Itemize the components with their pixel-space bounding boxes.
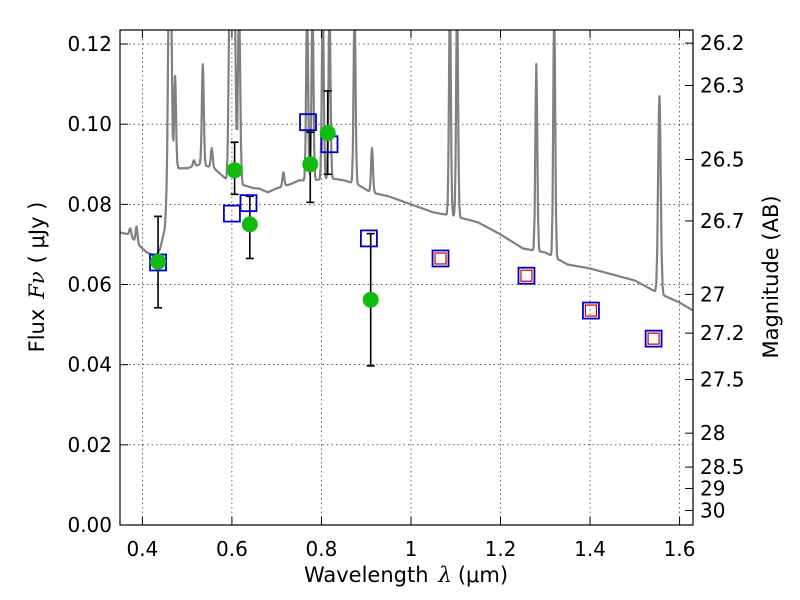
mag-tick-label: 26.3	[700, 74, 745, 98]
x-axis-title-unit: (μm)	[458, 563, 508, 587]
model-square-marker	[239, 194, 258, 213]
y-tick-label: 0.12	[67, 32, 112, 56]
mag-tick-label: 26.5	[700, 147, 745, 171]
observed-point	[302, 156, 319, 173]
y-tick-label: 0.02	[67, 433, 112, 457]
x-axis-title-text: Wavelength	[304, 563, 429, 587]
plot-frame	[119, 29, 694, 526]
nir-square-marker	[584, 304, 598, 317]
x-axis-title-symbol: λ	[438, 563, 452, 587]
axis-ticks: 0.4 0.6 0.8 1 1.2 1.4 1.6 0.00 0.02 0.04 0.06 0.08 0…	[67, 30, 745, 561]
y-tick-label: 0.06	[67, 273, 112, 297]
y-tick-label: 0.10	[67, 112, 112, 136]
x-axis-title: Wavelength λ (μm)	[304, 563, 508, 587]
model-spectrum-layer	[120, 30, 693, 312]
y2-axis-title: Magnitude (AB)	[759, 195, 783, 358]
x-tick-label: 0.8	[306, 537, 338, 561]
model-square-marker	[359, 229, 378, 248]
nir-square-marker	[520, 269, 533, 282]
x-tick-label: 1	[405, 537, 418, 561]
model-square-marker	[223, 204, 241, 223]
model-square-marker	[431, 249, 450, 268]
y-axis-title-unit: ( μJy )	[25, 202, 49, 264]
model-square-marker	[582, 301, 600, 320]
mag-tick-label: 27	[700, 282, 725, 306]
mag-tick-label: 28	[700, 421, 725, 445]
observed-point	[241, 216, 258, 233]
observed-point	[226, 162, 243, 179]
y-tick-label: 0.04	[67, 353, 112, 377]
spectrum-line	[120, 30, 693, 312]
mag-tick-label: 27.2	[700, 321, 745, 345]
x-tick-label: 1.4	[574, 537, 606, 561]
marker-layer	[149, 113, 663, 348]
model-square-marker	[517, 266, 536, 285]
y-tick-label: 0.08	[67, 192, 112, 216]
y-axis-title-symbol: Fν	[25, 271, 49, 300]
model-square-marker	[299, 113, 317, 132]
nir-square-marker	[434, 252, 447, 265]
y-tick-label: 0.00	[67, 513, 112, 537]
model-square-marker	[644, 329, 663, 348]
mag-tick-label: 28.5	[700, 455, 745, 479]
mag-tick-label: 27.5	[700, 367, 745, 391]
mag-tick-label: 30	[700, 498, 725, 522]
observed-point	[319, 125, 336, 142]
x-tick-label: 0.4	[126, 537, 158, 561]
x-tick-label: 0.6	[216, 537, 248, 561]
y-axis-title: Flux Fν ( μJy )	[25, 202, 49, 353]
mag-tick-label: 26.2	[700, 31, 745, 55]
x-tick-label: 1.6	[664, 537, 696, 561]
mag-tick-label: 26.7	[700, 209, 745, 233]
nir-square-marker	[647, 332, 660, 345]
mag-tick-label: 29	[700, 476, 725, 500]
y-axis-title-text: Flux	[25, 309, 49, 353]
observed-point	[150, 253, 167, 270]
observed-point	[362, 291, 379, 308]
x-tick-label: 1.2	[485, 537, 517, 561]
